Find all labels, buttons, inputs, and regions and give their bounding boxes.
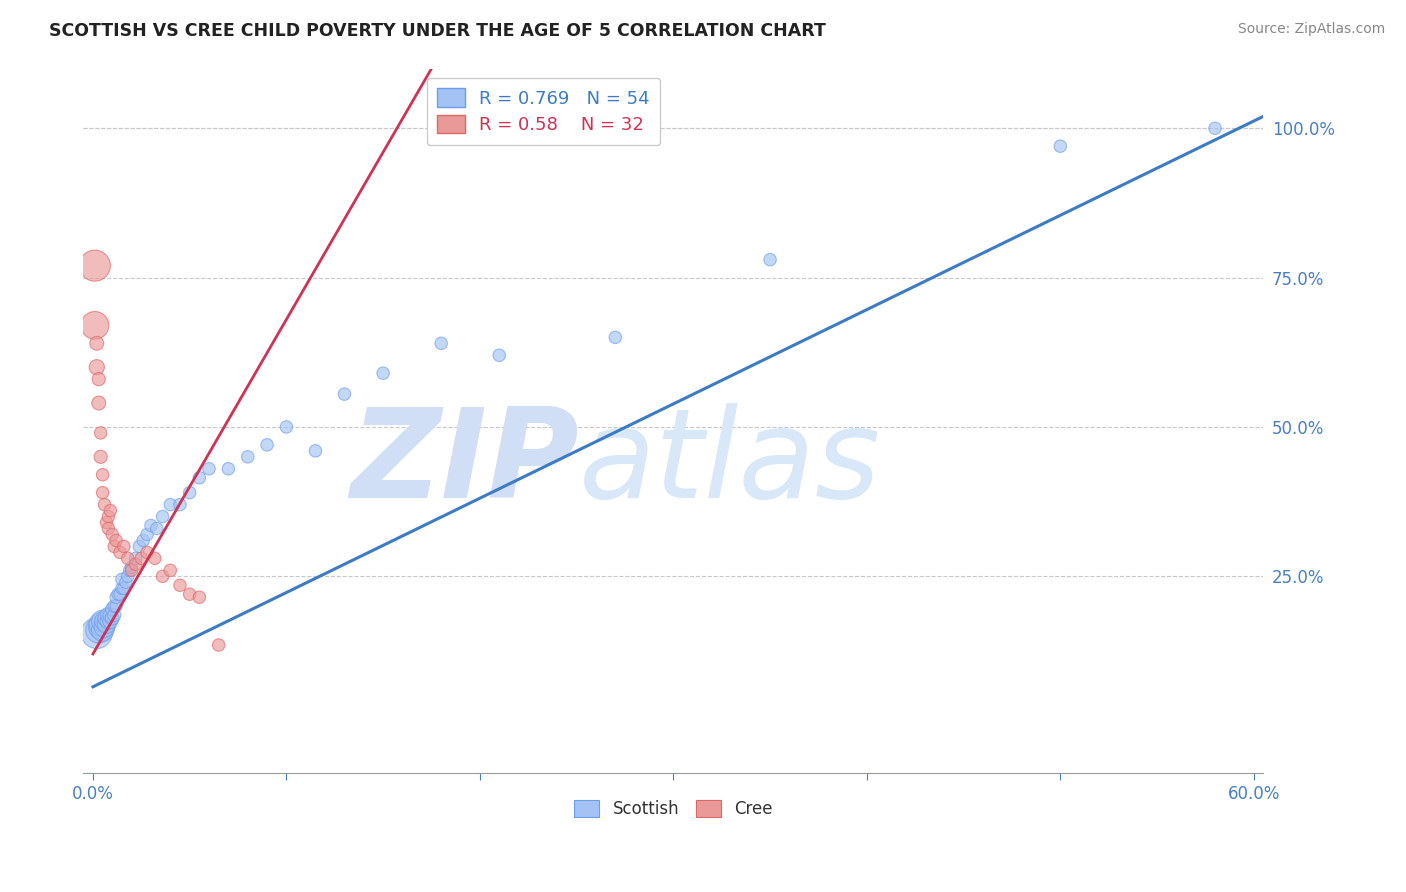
Point [91,614,114,628]
Point [111,581,134,595]
Point [169,578,191,592]
Point [114,575,136,590]
Point [108,587,131,601]
Point [208,638,231,652]
Point [304,443,326,458]
Legend: Scottish, Cree: Scottish, Cree [568,794,779,825]
Point [759,252,782,267]
Point [97,614,120,628]
Point [103,599,125,614]
Point [169,498,191,512]
Point [143,551,166,566]
Point [112,581,135,595]
Point [136,527,159,541]
Text: ZIP: ZIP [350,403,579,524]
Point [107,587,129,601]
Point [121,563,143,577]
Point [97,608,120,623]
Point [605,330,627,344]
Point [83,318,105,333]
Point [93,498,115,512]
Point [217,462,239,476]
Point [91,623,114,637]
Point [152,509,174,524]
Point [236,450,259,464]
Point [179,587,201,601]
Point [86,336,108,351]
Point [136,545,159,559]
Point [90,620,112,634]
Point [371,366,394,380]
Point [179,485,201,500]
Point [333,387,356,401]
Point [101,527,124,541]
Point [87,372,110,386]
Point [129,551,152,566]
Point [117,551,139,566]
Point [188,471,211,485]
Point [139,518,162,533]
Point [488,348,510,362]
Point [103,608,125,623]
Point [124,558,146,572]
Point [91,485,114,500]
Point [152,569,174,583]
Point [86,626,108,640]
Point [117,569,139,583]
Point [103,540,125,554]
Point [90,617,112,632]
Point [121,560,143,574]
Text: Source: ZipAtlas.com: Source: ZipAtlas.com [1237,22,1385,37]
Point [159,498,181,512]
Point [118,563,141,577]
Point [90,450,112,464]
Point [83,259,105,273]
Point [145,521,167,535]
Point [87,623,110,637]
Point [276,420,298,434]
Point [198,462,221,476]
Text: SCOTTISH VS CREE CHILD POVERTY UNDER THE AGE OF 5 CORRELATION CHART: SCOTTISH VS CREE CHILD POVERTY UNDER THE… [49,22,827,40]
Point [256,438,278,452]
Point [105,533,128,548]
Point [93,620,115,634]
Point [91,467,114,482]
Point [101,602,124,616]
Point [98,614,121,628]
Text: atlas: atlas [579,403,882,524]
Point [1049,139,1071,153]
Point [1204,121,1226,136]
Point [98,608,121,623]
Point [128,540,150,554]
Point [105,591,128,605]
Point [112,540,135,554]
Point [90,425,112,440]
Point [101,611,124,625]
Point [86,360,108,375]
Point [93,614,115,628]
Point [124,551,146,566]
Point [159,563,181,577]
Point [132,533,155,548]
Point [96,617,118,632]
Point [111,572,134,586]
Point [97,509,120,524]
Point [87,396,110,410]
Point [97,521,120,535]
Point [96,611,118,625]
Point [105,599,128,614]
Point [188,591,211,605]
Point [96,516,118,530]
Point [98,503,121,517]
Point [430,336,453,351]
Point [108,545,131,559]
